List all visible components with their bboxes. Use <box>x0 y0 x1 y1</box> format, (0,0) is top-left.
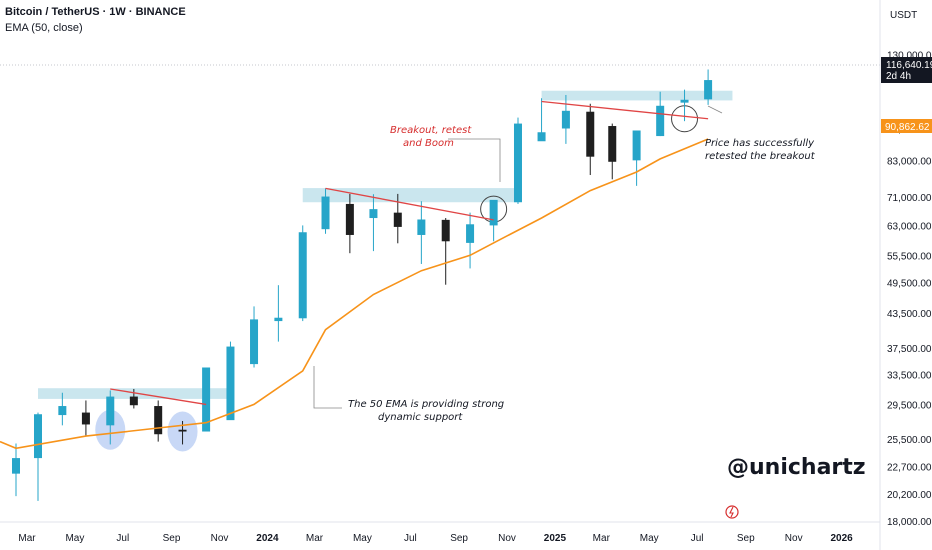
candle-body <box>537 132 546 142</box>
currency-label: USDT <box>890 10 917 21</box>
ema-line <box>0 138 709 450</box>
candle-body <box>11 458 20 474</box>
time-tick-label: 2024 <box>256 533 279 544</box>
price-tick-label: 55,500.00 <box>887 251 932 262</box>
resistance-line-2 <box>541 100 709 120</box>
price-tick-label: 33,500.00 <box>887 370 932 381</box>
annotation-breakout-line2: and Boom <box>403 138 454 149</box>
price-tick-label: 63,000.00 <box>887 221 932 232</box>
time-tick-label: May <box>353 533 372 544</box>
ema-value: 90,862.62 <box>885 122 930 133</box>
price-tick-label: 49,500.00 <box>887 278 932 289</box>
candle-body <box>632 130 641 161</box>
time-tick-label: Jul <box>116 533 129 544</box>
breakout-zones <box>37 90 733 399</box>
price-tick-label: 29,500.00 <box>887 400 932 411</box>
time-tick-label: Mar <box>18 533 36 544</box>
time-tick-label: 2025 <box>544 533 567 544</box>
resistance-line-0 <box>110 388 207 406</box>
candle-body <box>466 224 475 243</box>
time-tick-label: Nov <box>498 533 516 544</box>
candle-body <box>58 406 67 416</box>
resistance-line-1 <box>325 187 494 221</box>
time-tick-label: Jul <box>691 533 704 544</box>
time-tick-label: Sep <box>163 533 181 544</box>
breakout-zone-1 <box>302 188 518 203</box>
candle-body <box>513 123 522 203</box>
candle-body <box>250 319 259 365</box>
candle-body <box>178 429 187 432</box>
time-tick-label: May <box>65 533 84 544</box>
time-tick-label: Mar <box>306 533 324 544</box>
resistance-lines <box>110 100 709 406</box>
candle-body <box>129 396 138 406</box>
time-tick-label: Sep <box>737 533 755 544</box>
candle-body <box>202 367 211 432</box>
candle-body <box>154 406 163 435</box>
breakout-zone-2 <box>541 90 733 101</box>
price-tick-label: 20,200.00 <box>887 490 932 501</box>
time-tick-label: 2026 <box>830 533 853 544</box>
bar-countdown: 2d 4h <box>886 71 911 82</box>
candle-body <box>321 196 330 230</box>
annotation-retest-line2: retested the breakout <box>705 151 816 162</box>
last-price-value: 116,640.19 <box>886 60 932 71</box>
last-price-badge <box>881 57 932 83</box>
time-tick-label: Nov <box>211 533 229 544</box>
annotation-arrows <box>313 105 723 409</box>
time-tick-label: Sep <box>450 533 468 544</box>
candle-body <box>417 219 426 235</box>
time-tick-label: Mar <box>593 533 611 544</box>
candle-body <box>81 412 90 425</box>
candle-body <box>608 126 617 162</box>
candle-body <box>586 111 595 157</box>
price-axis[interactable]: USDT 130,000.0095,000.0083,000.0071,000.… <box>879 0 932 550</box>
candle-body <box>489 199 498 226</box>
price-tick-label: 83,000.00 <box>887 156 932 167</box>
candle-body <box>274 317 283 322</box>
candle-body <box>369 209 378 219</box>
candle-body <box>393 212 402 227</box>
candle-body <box>680 99 689 103</box>
indicator-label: EMA (50, close) <box>5 22 83 34</box>
watermark-text: @unichartz <box>727 455 866 480</box>
time-axis[interactable]: Mar May Jul Sep Nov 2024 Mar May Jul Sep Nov 2025 Ma… <box>0 521 880 544</box>
candle-body <box>33 414 42 459</box>
ema-value-badge <box>881 119 932 133</box>
breakout-arrow <box>448 138 501 182</box>
retest-arrow <box>707 105 723 114</box>
annotation-ema-line2: dynamic support <box>378 412 463 423</box>
candle-body <box>226 346 235 421</box>
candle-body <box>656 105 665 137</box>
price-tick-label: 22,700.00 <box>887 462 932 473</box>
annotation-retest-line1: Price has successfully <box>705 138 815 149</box>
candle-body <box>106 396 115 426</box>
candle-body <box>561 110 570 129</box>
tradingview-logo-icon <box>725 505 739 519</box>
time-tick-label: Jul <box>404 533 417 544</box>
candle-body <box>298 232 307 319</box>
price-tick-label: 43,500.00 <box>887 309 932 320</box>
time-tick-label: May <box>640 533 659 544</box>
price-tick-label: 130,000.00 <box>887 51 932 62</box>
candle-body <box>704 80 713 100</box>
price-tick-label: 25,500.00 <box>887 435 932 446</box>
price-tick-label: 37,500.00 <box>887 344 932 355</box>
candle-body <box>441 219 450 242</box>
price-tick-label: 71,000.00 <box>887 193 932 204</box>
annotation-breakout-line1: Breakout, retest <box>390 125 472 136</box>
candle-body <box>345 203 354 235</box>
annotation-ema-line1: The 50 EMA is providing strong <box>348 399 504 410</box>
price-tick-label: 18,000.00 <box>887 517 932 528</box>
chart-title: Bitcoin / TetherUS · 1W · BINANCE <box>5 6 186 18</box>
time-tick-label: Nov <box>785 533 803 544</box>
ema-arrow <box>313 366 342 409</box>
